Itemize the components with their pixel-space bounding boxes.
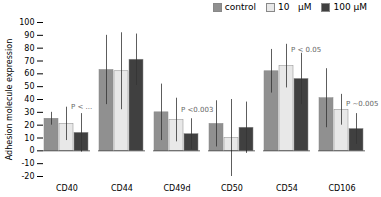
html-text:10 μM: 10 μM <box>277 2 312 12</box>
svg-text:CD40: CD40 <box>56 184 78 193</box>
svg-text:0: 0 <box>29 146 34 155</box>
svg-text:60: 60 <box>24 69 34 78</box>
svg-text:P < 0.05: P < 0.05 <box>291 46 321 54</box>
svg-text:50: 50 <box>24 82 34 91</box>
html-text:100 μM: 100 μM <box>333 2 367 12</box>
svg-text:-10: -10 <box>21 159 34 168</box>
svg-text:CD50: CD50 <box>221 184 243 193</box>
svg-text:10: 10 <box>24 134 34 143</box>
svg-text:100: 100 <box>19 18 34 27</box>
svg-text:CD44: CD44 <box>111 184 133 193</box>
svg-text:P ~0.005: P ~0.005 <box>346 100 378 108</box>
svg-text:CD54: CD54 <box>276 184 298 193</box>
svg-text:Adhesion molecule expression: Adhesion molecule expression <box>5 39 14 160</box>
svg-text:80: 80 <box>24 44 34 53</box>
svg-text:40: 40 <box>24 95 34 104</box>
svg-text:P <0.003: P <0.003 <box>181 106 213 114</box>
svg-text:CD49d: CD49d <box>163 184 190 193</box>
svg-text:-20: -20 <box>21 172 34 181</box>
svg-text:P < ...: P < ... <box>71 103 92 111</box>
svg-text:20: 20 <box>24 121 34 130</box>
svg-text:70: 70 <box>24 57 34 66</box>
svg-text:CD106: CD106 <box>328 184 355 193</box>
html-text:control: control <box>224 2 256 12</box>
svg-text:30: 30 <box>24 108 34 117</box>
svg-text:90: 90 <box>24 31 34 40</box>
